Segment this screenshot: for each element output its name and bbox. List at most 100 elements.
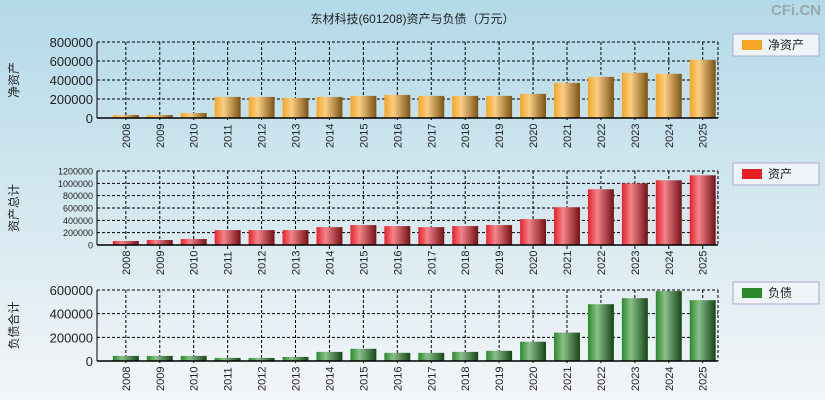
y-axis-label: 净资产 — [7, 62, 21, 98]
legend-box — [732, 33, 820, 57]
y-tick-label: 200000 — [63, 228, 93, 238]
y-tick-label: 800000 — [63, 191, 93, 201]
x-tick-label: 2016 — [392, 367, 404, 391]
watermark: CFi.CN — [771, 2, 821, 19]
bar-2009 — [146, 240, 173, 245]
y-tick-label: 400000 — [50, 73, 93, 88]
bar-2023 — [621, 298, 648, 361]
y-tick-label: 1200000 — [58, 166, 93, 176]
bar-2014 — [316, 96, 343, 118]
bar-2022 — [587, 76, 614, 118]
x-tick-label: 2016 — [392, 251, 404, 275]
bar-2017 — [418, 95, 445, 118]
x-tick-label: 2011 — [223, 124, 235, 148]
x-tick-label: 2014 — [324, 367, 336, 391]
x-tick-label: 2015 — [358, 251, 370, 275]
x-tick-label: 2024 — [664, 367, 676, 391]
x-tick-label: 2025 — [698, 251, 710, 275]
y-tick-label: 200000 — [50, 92, 93, 107]
x-tick-label: 2011 — [223, 367, 235, 391]
bar-2019 — [486, 350, 513, 361]
x-tick-label: 2010 — [189, 367, 201, 391]
x-tick-label: 2008 — [121, 367, 133, 391]
x-tick-label: 2020 — [528, 367, 540, 391]
x-tick-label: 2009 — [155, 367, 167, 391]
x-tick-label: 2015 — [358, 124, 370, 148]
x-tick-label: 2023 — [630, 367, 642, 391]
x-tick-label: 2018 — [460, 251, 472, 275]
y-axis-label: 负债合计 — [6, 301, 21, 349]
x-tick-label: 2022 — [596, 124, 608, 148]
x-tick-label: 2023 — [630, 124, 642, 148]
legend-swatch — [742, 288, 762, 298]
bar-2023 — [621, 72, 648, 118]
x-tick-label: 2017 — [426, 124, 438, 148]
x-tick-label: 2009 — [155, 251, 167, 275]
bar-2022 — [587, 189, 614, 245]
chart-panel-1: 0 200000 400000 600000 800000 1000000 1200000 2… — [7, 162, 820, 275]
y-tick-label: 800000 — [50, 35, 93, 50]
y-tick-label: 200000 — [50, 330, 93, 345]
x-tick-label: 2020 — [528, 124, 540, 148]
legend-box — [732, 281, 820, 305]
bar-2009 — [146, 114, 173, 118]
chart-panel-2: 0 200000 400000 600000 2008 2009 2010 2011 2012 2… — [6, 281, 820, 391]
bar-2014 — [316, 351, 343, 361]
bar-2025 — [689, 300, 716, 361]
bar-2016 — [384, 352, 411, 361]
bar-2008 — [112, 114, 139, 118]
bar-2019 — [486, 95, 513, 118]
x-tick-label: 2025 — [698, 367, 710, 391]
x-tick-label: 2022 — [596, 251, 608, 275]
bar-2025 — [689, 59, 716, 118]
y-tick-label: 600000 — [63, 203, 93, 213]
x-tick-label: 2012 — [257, 251, 269, 275]
x-tick-label: 2020 — [528, 251, 540, 275]
bar-2010 — [180, 355, 207, 361]
x-tick-label: 2023 — [630, 251, 642, 275]
y-tick-label: 0 — [86, 354, 93, 369]
y-tick-label: 400000 — [50, 307, 93, 322]
x-tick-label: 2024 — [664, 124, 676, 148]
x-tick-label: 2010 — [189, 124, 201, 148]
bar-2021 — [554, 82, 580, 118]
bar-2025 — [689, 175, 716, 245]
bar-2021 — [554, 332, 580, 361]
bar-2016 — [384, 226, 411, 245]
bar-2024 — [655, 291, 682, 361]
legend-swatch — [742, 169, 762, 179]
x-tick-label: 2024 — [664, 251, 676, 275]
x-tick-label: 2010 — [189, 251, 201, 275]
x-tick-label: 2012 — [257, 367, 269, 391]
y-tick-label: 400000 — [63, 216, 93, 226]
x-tick-label: 2018 — [460, 367, 472, 391]
x-tick-label: 2025 — [698, 124, 710, 148]
bar-2009 — [146, 355, 173, 361]
bar-2008 — [112, 355, 139, 361]
x-tick-label: 2021 — [562, 124, 574, 148]
bar-2012 — [248, 357, 275, 361]
bar-2020 — [520, 93, 547, 118]
bar-2012 — [248, 230, 275, 245]
bar-2012 — [248, 96, 275, 118]
bar-2020 — [520, 219, 547, 245]
x-tick-label: 2008 — [121, 251, 133, 275]
bar-2017 — [418, 227, 445, 245]
bar-2018 — [452, 226, 479, 245]
bar-2022 — [587, 304, 614, 361]
bar-2013 — [282, 356, 309, 361]
x-tick-label: 2019 — [494, 251, 506, 275]
x-tick-label: 2018 — [460, 124, 472, 148]
x-tick-label: 2019 — [494, 124, 506, 148]
x-tick-label: 2008 — [121, 124, 133, 148]
y-tick-label: 0 — [88, 240, 93, 250]
x-tick-label: 2009 — [155, 124, 167, 148]
legend-swatch — [742, 40, 762, 50]
bar-2014 — [316, 227, 343, 245]
legend-label: 资产 — [768, 167, 792, 181]
x-tick-label: 2016 — [392, 124, 404, 148]
bar-2015 — [350, 95, 377, 118]
legend-label: 负债 — [768, 286, 792, 300]
